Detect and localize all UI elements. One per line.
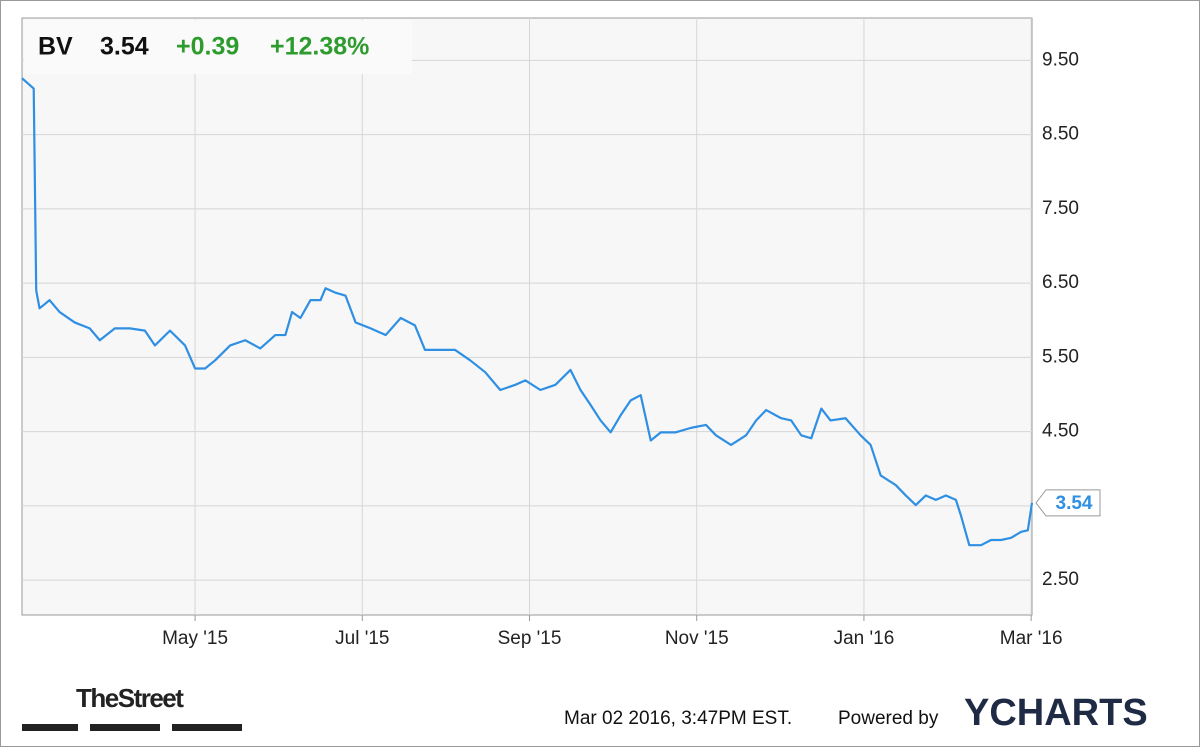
logo-bar	[172, 724, 242, 731]
logo-bar	[90, 724, 160, 731]
x-tick-label: Mar '16	[1000, 628, 1063, 649]
change: +0.39	[176, 33, 239, 61]
plot-area	[21, 17, 1033, 616]
x-tick-label: Jan '16	[834, 628, 895, 649]
price: 3.54	[100, 33, 149, 61]
x-tick-label: Sep '15	[498, 628, 562, 649]
timestamp: Mar 02 2016, 3:47PM EST.	[564, 708, 792, 729]
x-tick-label: Jul '15	[335, 628, 389, 649]
x-tick-label: May '15	[162, 628, 228, 649]
y-tick-label: 9.50	[1042, 49, 1079, 70]
ticker: BV	[38, 33, 73, 61]
x-tick-label: Nov '15	[665, 628, 729, 649]
y-tick-label: 6.50	[1042, 272, 1079, 293]
y-tick-label: 4.50	[1042, 421, 1079, 442]
brand-logo: TheStreet	[76, 683, 184, 713]
header-box	[24, 20, 412, 74]
last-value-flag	[1035, 489, 1101, 517]
last-value-label: 3.54	[1056, 493, 1093, 514]
powered-by: Powered by	[838, 708, 939, 729]
y-tick-label: 2.50	[1042, 569, 1079, 590]
marks	[21, 77, 1034, 547]
y-tick-label: 5.50	[1042, 346, 1079, 367]
y-tick-label: 8.50	[1042, 124, 1079, 145]
logo-bar	[22, 724, 78, 731]
change-pct: +12.38%	[270, 33, 369, 61]
price-line	[21, 77, 1034, 547]
y-tick-label: 7.50	[1042, 198, 1079, 219]
grid	[22, 18, 1032, 621]
provider-logo: YCHARTS	[964, 692, 1148, 734]
